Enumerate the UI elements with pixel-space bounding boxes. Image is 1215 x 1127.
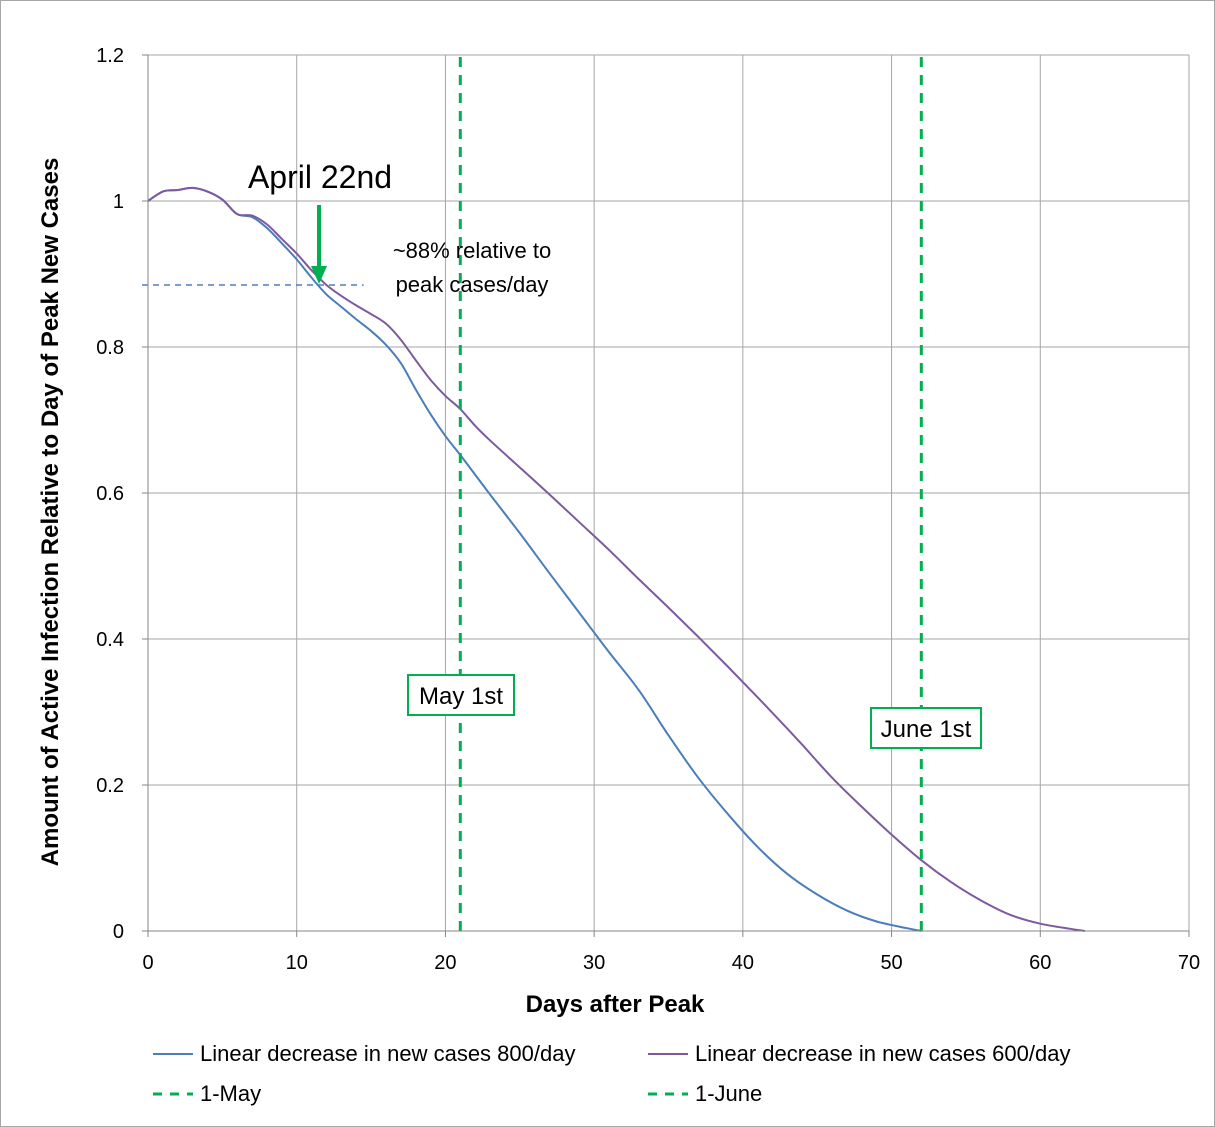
reference-text-line1: ~88% relative to [393,238,551,263]
y-tick-label: 0.4 [96,629,124,651]
y-tick-label: 0 [113,921,124,943]
june-1st-box: June 1st [870,707,982,749]
x-tick-label: 10 [286,952,308,974]
legend-item-600: Linear decrease in new cases 600/day [648,1041,1070,1066]
legend-label-1-may: 1-May [200,1081,261,1106]
y-tick-label: 1 [113,191,124,213]
x-tick-label: 20 [434,952,456,974]
legend: Linear decrease in new cases 800/day Lin… [153,1041,1070,1106]
tick-layer: 0 10 20 30 40 50 60 70 0 0.2 0.4 0.6 0.8 1 1.2 [96,45,1200,974]
legend-item-800: Linear decrease in new cases 800/day [153,1041,575,1066]
series-line-linear-decrease-in-new-cases-600-day [147,186,1086,932]
legend-item-1-may: 1-May [153,1081,261,1106]
series-layer [147,55,1086,932]
arrow-down-icon [311,205,328,284]
legend-label-1-june: 1-June [695,1081,762,1106]
reference-text-line2: peak cases/day [396,272,549,297]
may-1st-box: May 1st [407,674,515,716]
x-tick-label: 40 [732,952,754,974]
legend-label-800: Linear decrease in new cases 800/day [200,1041,575,1066]
april-22nd-label: April 22nd [248,159,392,195]
x-tick-label: 50 [880,952,902,974]
x-tick-label: 60 [1029,952,1051,974]
y-axis-title: Amount of Active Infection Relative to D… [37,158,64,867]
x-tick-label: 0 [142,952,153,974]
x-axis-title: Days after Peak [526,991,705,1018]
y-tick-label: 0.2 [96,775,124,797]
y-tick-label: 0.6 [96,483,124,505]
y-tick-label: 1.2 [96,45,124,67]
series-line-linear-decrease-in-new-cases-800-day [147,186,922,932]
y-tick-label: 0.8 [96,337,124,359]
legend-label-600: Linear decrease in new cases 600/day [695,1041,1070,1066]
june-1st-label: June 1st [881,716,972,743]
x-tick-label: 70 [1178,952,1200,974]
may-1st-label: May 1st [419,683,503,710]
x-tick-label: 30 [583,952,605,974]
legend-item-1-june: 1-June [648,1081,762,1106]
